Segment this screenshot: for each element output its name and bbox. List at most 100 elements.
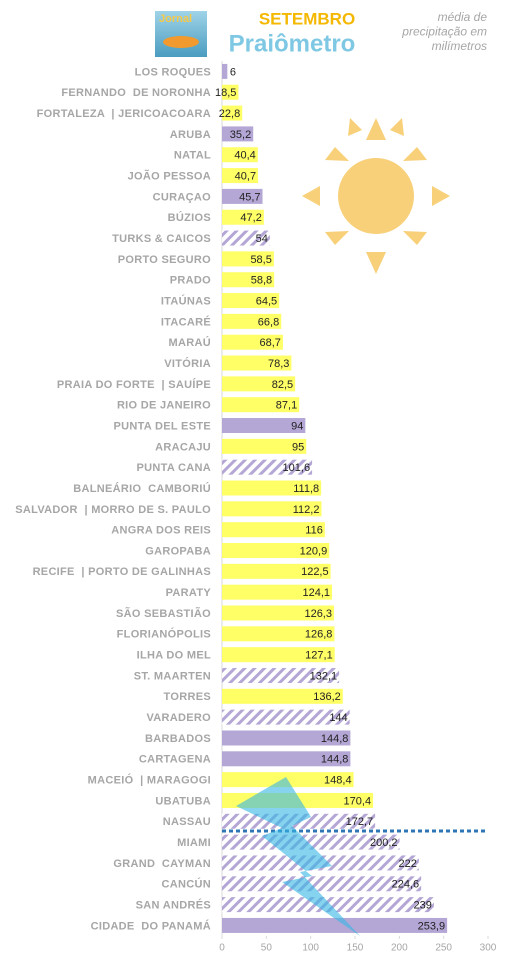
bar [222,313,282,329]
category-label: PORTO SEGURO [118,254,211,266]
value-label: 148,4 [324,775,352,787]
value-label: 101,6 [283,462,311,474]
category-label: GRAND CAYMAN [113,858,211,870]
bar [222,543,330,559]
category-label: RIO DE JANEIRO [117,400,211,412]
x-tick-label: 300 [480,943,497,954]
logo-text: Jornal [159,13,192,25]
bar [222,584,333,600]
lightning [236,777,360,936]
bar [222,605,334,621]
bar [222,63,228,79]
value-label: 68,7 [259,337,280,349]
bar [222,751,351,767]
bar [222,397,300,413]
bar [222,209,264,225]
value-label: 200,2 [370,837,398,849]
value-label: 112,2 [293,504,320,516]
value-label: 224,6 [392,879,420,891]
category-label: TORRES [164,691,211,703]
bar [222,84,239,100]
category-label: NASSAU [163,816,211,828]
value-label: 6 [230,66,236,78]
bar [222,480,322,496]
x-tick-label: 150 [347,943,364,954]
value-label: 124,1 [303,587,331,599]
category-label: BÚZIOS [168,211,211,224]
category-label: BALNEÁRIO CAMBORIÚ [73,482,211,495]
category-label: GAROPABA [145,545,211,557]
bar [222,522,325,538]
bar [222,105,243,121]
category-label: BARBADOS [145,733,211,745]
category-label: ARUBA [170,129,211,141]
value-label: 122,5 [301,566,329,578]
category-label: TURKS & CAICOS [112,233,211,245]
x-tick-label: 200 [391,943,408,954]
category-label: JOÃO PESSOA [128,169,211,182]
category-label: CARTAGENA [139,754,211,766]
category-label: ILHA DO MEL [137,650,211,662]
category-label: FERNANDO DE NORONHA [61,87,211,99]
bar [222,709,350,725]
category-label: ARACAJU [155,441,211,453]
bar [222,917,448,933]
category-label: RECIFE | PORTO DE GALINHAS [33,566,211,578]
bar [222,251,274,267]
category-label: SALVADOR | MORRO DE S. PAULO [15,504,211,516]
note: precipitação em [401,25,487,39]
category-label: FLORIANÓPOLIS [117,628,211,641]
value-label: 132,1 [310,670,338,682]
bar [222,647,335,663]
value-label: 116 [305,525,323,537]
bar [222,376,296,392]
value-label: 35,2 [230,129,251,141]
category-label: ITAÚNAS [161,294,211,307]
category-label: PUNTA CANA [137,462,212,474]
bar [222,188,263,204]
bar [222,126,254,142]
value-label: 239 [414,900,432,912]
bar [222,626,335,642]
bar [222,772,354,788]
category-label: MIAMI [177,837,211,849]
value-label: 144 [329,712,347,724]
bar [222,272,275,288]
value-label: 40,4 [234,150,255,162]
value-label: 136,2 [313,691,341,703]
value-label: 22,8 [219,108,240,120]
x-tick-label: 50 [261,943,273,954]
value-label: 58,5 [250,254,271,266]
x-tick-label: 250 [435,943,452,954]
note: média de [438,10,488,24]
value-label: 127,1 [305,650,333,662]
value-label: 64,5 [256,295,277,307]
bar [222,667,340,683]
bar [222,438,307,454]
category-label: NATAL [174,150,211,162]
bar [222,730,351,746]
bar [222,230,270,246]
bar [222,876,422,892]
category-label: PARATY [166,587,212,599]
category-label: ITACARÉ [161,315,211,328]
category-label: UBATUBA [155,795,211,807]
bar [222,418,306,434]
category-label: SÃO SEBASTIÃO [116,607,211,620]
category-label: SAN ANDRÉS [136,899,211,912]
category-label: PUNTA DEL ESTE [113,420,211,432]
chart-title: SETEMBRO [259,9,355,28]
value-label: 78,3 [268,358,289,370]
bar [222,168,259,184]
logo-boat [163,36,199,48]
value-label: 111,8 [293,483,319,495]
value-label: 18,5 [215,87,236,99]
bar [222,501,322,517]
category-label: MARAÚ [169,336,211,349]
value-label: 95 [292,441,304,453]
value-label: 45,7 [239,191,260,203]
category-label: LOS ROQUES [135,66,211,78]
category-label: FORTALEZA | JERICOACOARA [37,108,211,120]
bar [222,293,280,309]
bar [222,563,331,579]
